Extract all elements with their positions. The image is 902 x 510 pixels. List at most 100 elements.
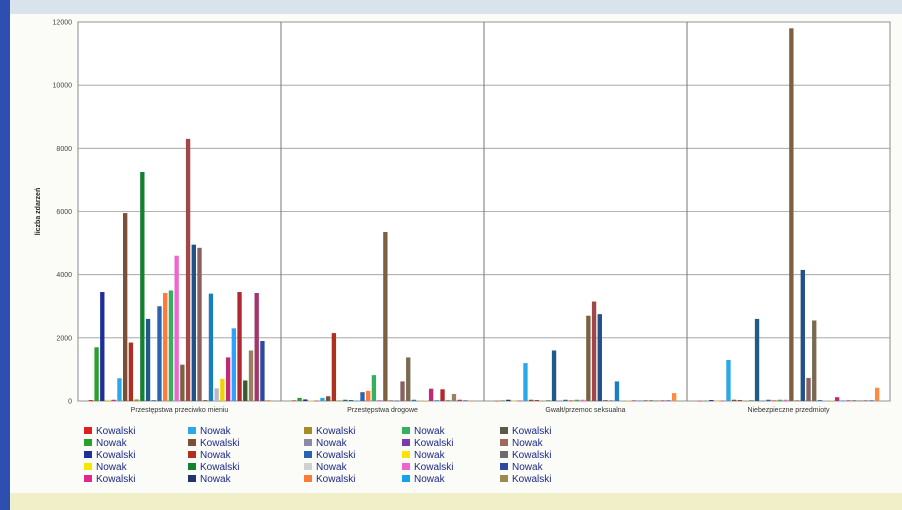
bar xyxy=(128,342,134,401)
legend-swatch xyxy=(500,463,508,470)
bar xyxy=(743,400,748,402)
bar xyxy=(291,400,297,401)
bar xyxy=(660,400,665,401)
legend-label: Nowak xyxy=(414,474,446,485)
bar xyxy=(451,394,457,401)
y-tick-label: 4000 xyxy=(56,272,72,279)
bar xyxy=(180,364,185,401)
bar xyxy=(794,400,800,401)
bar xyxy=(134,399,139,401)
bar xyxy=(737,400,743,401)
legend-label: Kowalski xyxy=(512,426,551,437)
x-category-label: Przestępstwa przeciwko mieniu xyxy=(131,407,229,414)
bar xyxy=(343,399,348,401)
legend-label: Nowak xyxy=(316,438,348,449)
bar xyxy=(772,400,777,401)
bar xyxy=(654,400,660,401)
bar xyxy=(540,400,545,402)
bar xyxy=(463,400,468,401)
legend-label: Nowak xyxy=(512,462,544,473)
legend-swatch xyxy=(188,427,196,434)
bar xyxy=(400,381,405,401)
bar xyxy=(840,400,846,401)
bar xyxy=(829,400,834,401)
bar xyxy=(297,397,302,401)
y-tick-label: 10000 xyxy=(53,83,73,90)
bar xyxy=(151,400,156,401)
bar xyxy=(863,400,868,401)
bar xyxy=(122,213,128,401)
bar xyxy=(709,400,714,401)
legend-swatch xyxy=(84,475,92,482)
bar xyxy=(834,397,840,401)
bar xyxy=(754,318,760,401)
legend-label: Nowak xyxy=(96,438,128,449)
legend-label: Nowak xyxy=(512,438,544,449)
bar xyxy=(423,400,428,401)
bar xyxy=(500,400,505,401)
bar xyxy=(703,400,708,402)
x-category-label: Gwałt/przemoc seksualna xyxy=(545,407,625,414)
bar xyxy=(117,378,122,401)
bar xyxy=(354,400,359,402)
legend-label: Nowak xyxy=(96,462,128,473)
bar xyxy=(643,400,648,401)
bar xyxy=(254,292,259,401)
bar xyxy=(806,377,811,401)
legend-label: Kowalski xyxy=(316,474,355,485)
bar xyxy=(185,138,191,401)
legend-swatch xyxy=(402,475,410,482)
bar xyxy=(511,400,517,402)
bar xyxy=(874,387,880,401)
y-tick-label: 2000 xyxy=(56,335,72,342)
bar xyxy=(237,292,242,401)
bar xyxy=(626,400,631,401)
legend-label: Nowak xyxy=(316,462,348,473)
bar xyxy=(597,314,602,401)
legend-swatch xyxy=(304,463,312,470)
legend-swatch xyxy=(84,427,92,434)
bar xyxy=(428,388,434,401)
legend-label: Nowak xyxy=(200,450,232,461)
y-tick-label: 8000 xyxy=(56,146,72,153)
bar xyxy=(88,400,94,401)
x-category-label: Niebezpieczne przedmioty xyxy=(747,407,830,414)
x-category-label: Przestępstwa drogowe xyxy=(347,407,418,414)
bar xyxy=(225,357,231,401)
legend-swatch xyxy=(304,427,312,434)
bar xyxy=(620,400,625,401)
bar xyxy=(726,359,731,401)
bar xyxy=(325,396,331,401)
legend-label: Kowalski xyxy=(200,462,239,473)
bar xyxy=(574,399,580,401)
legend-swatch xyxy=(84,463,92,470)
bar xyxy=(157,306,162,401)
bar xyxy=(637,400,643,401)
status-strip xyxy=(10,493,902,510)
bar xyxy=(591,301,597,401)
bar xyxy=(731,399,737,401)
bar xyxy=(248,350,254,401)
bar xyxy=(869,400,874,401)
bar xyxy=(586,315,591,401)
bar xyxy=(528,399,534,401)
bar xyxy=(494,400,500,402)
bar xyxy=(714,400,720,402)
legend-label: Nowak xyxy=(414,426,446,437)
bar xyxy=(417,400,422,401)
bar xyxy=(720,400,725,402)
bar xyxy=(852,400,857,401)
bar xyxy=(546,400,551,401)
y-tick-label: 0 xyxy=(68,399,72,406)
legend-label: Kowalski xyxy=(414,462,453,473)
bar xyxy=(265,400,271,401)
bar xyxy=(348,400,354,401)
y-tick-label: 6000 xyxy=(56,209,72,216)
bar xyxy=(308,400,314,402)
bar xyxy=(569,400,574,401)
bar xyxy=(468,400,474,401)
bar xyxy=(214,388,219,401)
bar xyxy=(777,399,783,401)
bar xyxy=(614,381,620,401)
